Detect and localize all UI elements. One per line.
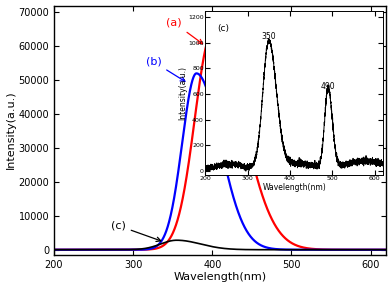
- Text: (c): (c): [111, 221, 161, 241]
- Text: (a): (a): [166, 18, 203, 44]
- Text: (b): (b): [146, 57, 185, 81]
- Y-axis label: Intensity(a.u.): Intensity(a.u.): [5, 91, 16, 170]
- X-axis label: Wavelength(nm): Wavelength(nm): [174, 272, 267, 283]
